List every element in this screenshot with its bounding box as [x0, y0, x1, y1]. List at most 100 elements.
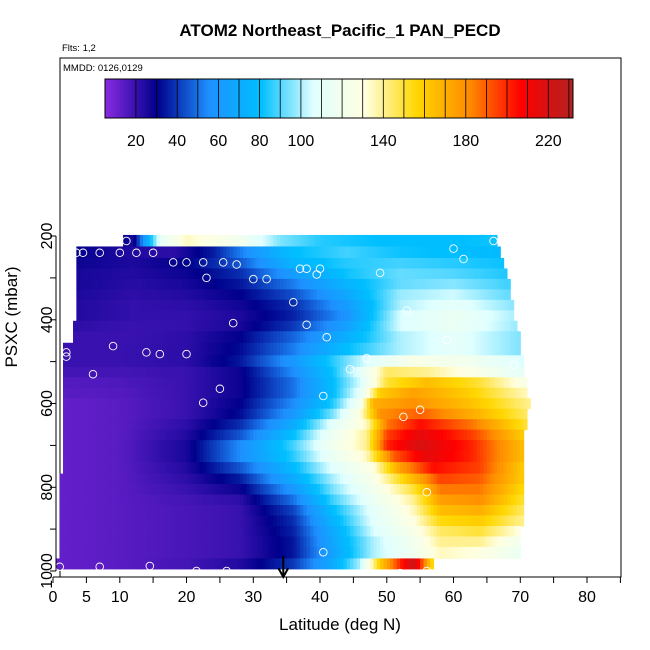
heatmap-cell	[163, 398, 168, 410]
heatmap-cell	[249, 473, 254, 485]
heatmap-cell	[450, 268, 455, 280]
heatmap-cell	[63, 419, 67, 431]
heatmap-cell	[496, 299, 501, 311]
heatmap-cell	[383, 268, 388, 280]
heatmap-cell	[259, 515, 264, 527]
heatmap-cell	[199, 546, 204, 559]
heatmap-cell	[166, 505, 171, 517]
heatmap-cell	[93, 299, 97, 311]
heatmap-cell	[346, 505, 351, 517]
heatmap-cell	[506, 473, 511, 485]
heatmap-cell	[513, 398, 518, 410]
heatmap-cell	[456, 268, 461, 280]
heatmap-cell	[506, 377, 511, 389]
heatmap-cell	[189, 234, 194, 247]
heatmap-cell	[320, 342, 324, 356]
heatmap-cell	[96, 515, 101, 527]
heatmap-cell	[483, 268, 488, 280]
heatmap-cell	[340, 246, 344, 259]
heatmap-cell	[286, 320, 291, 332]
heatmap-cell	[173, 278, 178, 290]
heatmap-cell	[189, 536, 194, 548]
heatmap-cell	[123, 268, 128, 280]
heatmap-cell	[500, 525, 505, 537]
heatmap-cell	[126, 257, 131, 269]
heatmap-cell	[119, 536, 124, 548]
heatmap-cell	[296, 440, 301, 452]
heatmap-cell	[360, 505, 364, 517]
heatmap-cell	[426, 429, 431, 441]
heatmap-cell	[343, 558, 348, 570]
heatmap-cell	[343, 289, 348, 301]
heatmap-cell	[133, 289, 138, 301]
heatmap-cell	[133, 355, 138, 368]
heatmap-cell	[316, 515, 321, 527]
heatmap-cell	[450, 278, 455, 290]
heatmap-cell	[203, 515, 208, 527]
heatmap-cell	[473, 268, 478, 280]
heatmap-cell	[453, 342, 458, 356]
heatmap-cell	[89, 387, 94, 399]
heatmap-cell	[470, 342, 475, 356]
heatmap-cell	[123, 536, 128, 548]
heatmap-cell	[186, 558, 191, 570]
heatmap-cell	[406, 429, 411, 441]
heatmap-cell	[289, 398, 294, 410]
heatmap-cell	[216, 234, 221, 247]
heatmap-cell	[490, 234, 495, 247]
heatmap-cell	[289, 450, 294, 463]
heatmap-cell	[363, 440, 368, 452]
heatmap-cell	[159, 342, 164, 356]
heatmap-cell	[516, 331, 521, 344]
heatmap-cell	[346, 536, 351, 548]
heatmap-cell	[460, 525, 465, 537]
heatmap-cell	[420, 377, 425, 389]
heatmap-cell	[266, 462, 271, 475]
colorbar-segment	[266, 79, 270, 118]
heatmap-cell	[470, 299, 475, 311]
colorbar-segment	[565, 79, 568, 118]
heatmap-cell	[426, 310, 431, 322]
heatmap-cell	[229, 387, 234, 399]
heatmap-cell	[86, 246, 91, 259]
heatmap-cell	[510, 536, 515, 548]
heatmap-cell	[163, 429, 168, 441]
heatmap-cell	[356, 536, 361, 548]
colorbar-segment	[413, 79, 416, 118]
heatmap-cell	[426, 366, 431, 378]
x-tick-label: 10	[111, 589, 129, 606]
heatmap-cell	[239, 299, 244, 311]
heatmap-cell	[99, 440, 104, 452]
colorbar-segment	[165, 79, 168, 118]
heatmap-cell	[426, 484, 431, 496]
heatmap-cell	[126, 398, 131, 410]
heatmap-cell	[203, 505, 208, 517]
colorbar-segment	[487, 79, 490, 118]
heatmap-cell	[326, 278, 331, 290]
heatmap-cell	[126, 377, 131, 389]
heatmap-cell	[353, 429, 358, 441]
heatmap-cell	[373, 408, 378, 420]
observation-point	[72, 248, 81, 258]
heatmap-cell	[159, 419, 164, 431]
heatmap-cell	[460, 310, 465, 322]
heatmap-cell	[143, 398, 148, 410]
heatmap-cell	[156, 268, 161, 280]
heatmap-cell	[336, 484, 341, 496]
heatmap-cell	[256, 257, 261, 269]
heatmap-cell	[323, 408, 328, 420]
heatmap-cell	[383, 440, 388, 452]
heatmap-cell	[450, 450, 455, 463]
heatmap-cell	[366, 558, 371, 570]
heatmap-cell	[76, 408, 81, 420]
heatmap-cell	[249, 484, 254, 496]
heatmap-cell	[306, 429, 311, 441]
colorbar-segment	[144, 79, 147, 118]
heatmap-cell	[463, 408, 468, 420]
colorbar-segment	[161, 79, 164, 118]
heatmap-cell	[346, 558, 351, 570]
heatmap-cell	[233, 278, 238, 290]
heatmap-cell	[353, 419, 358, 431]
heatmap-cell	[383, 278, 388, 290]
heatmap-cell	[116, 299, 121, 311]
